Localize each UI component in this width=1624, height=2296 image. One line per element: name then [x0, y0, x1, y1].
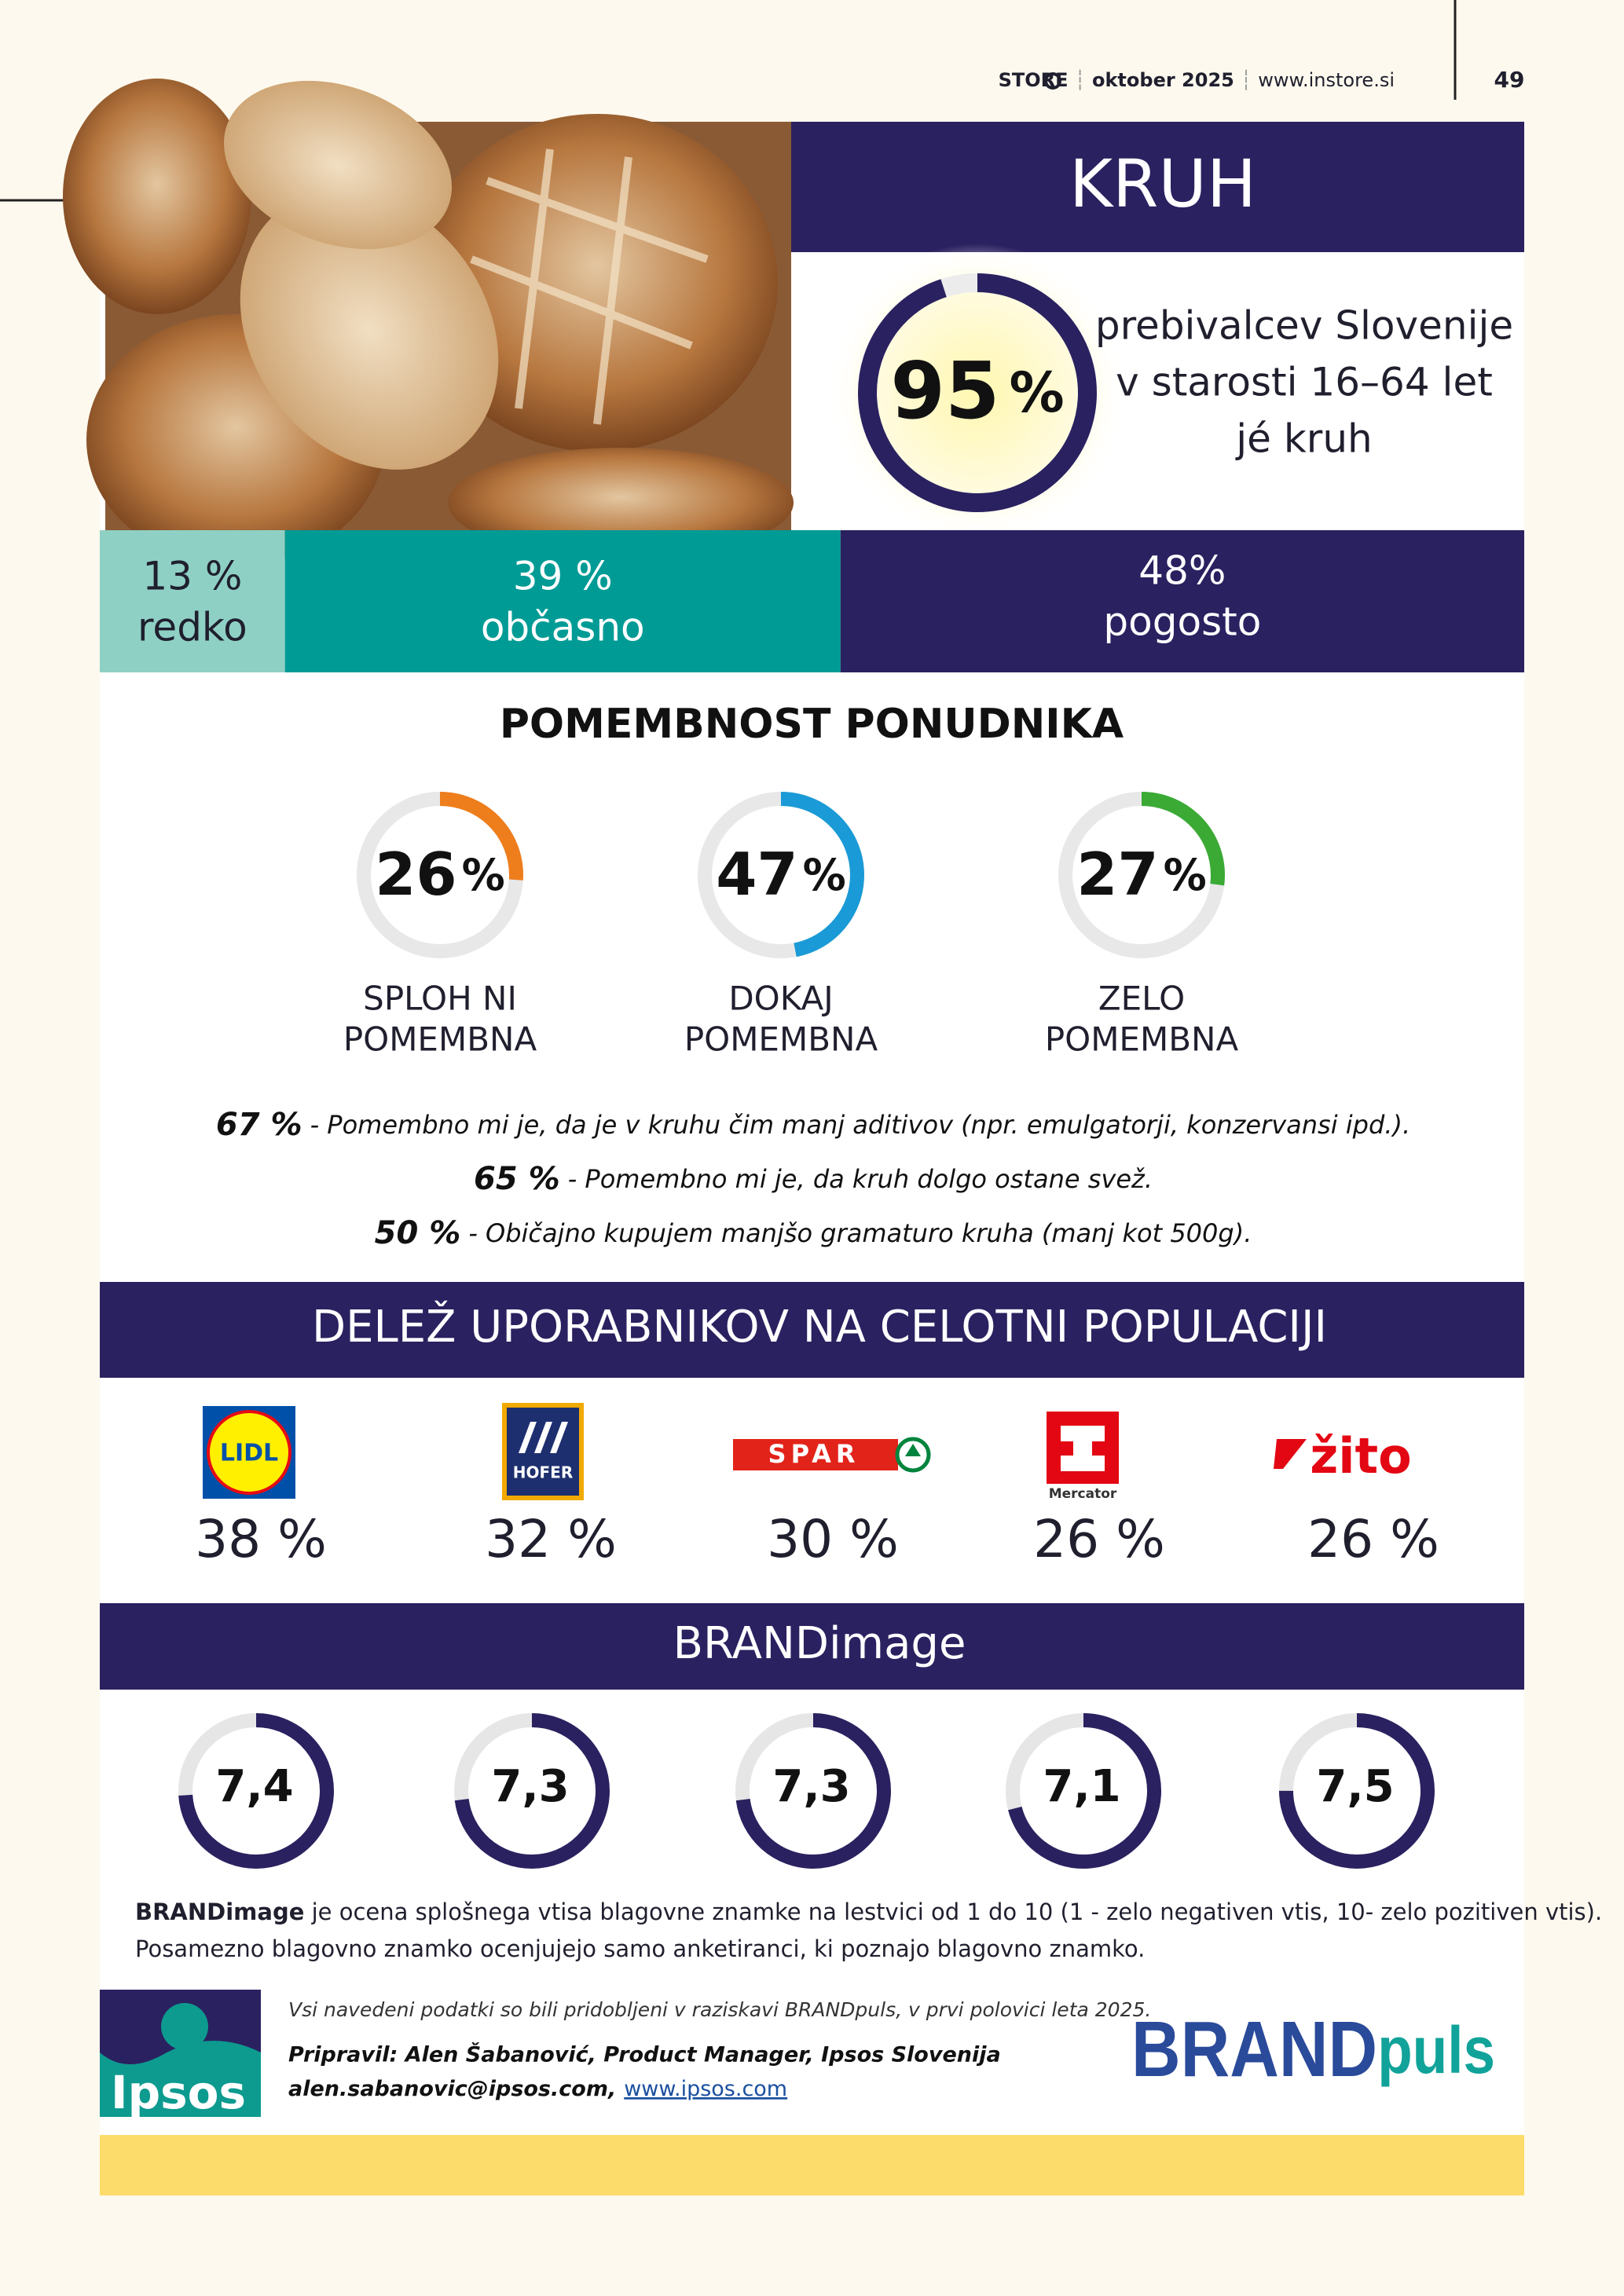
- importance-share: 47%: [716, 840, 845, 909]
- note-term: BRANDimage: [135, 1899, 304, 1925]
- importance-label: POMEMBNA: [343, 1020, 537, 1059]
- hero-description: v starosti 16–64 let: [1116, 360, 1493, 405]
- importance-share: 27%: [1076, 840, 1206, 909]
- logo-brandpuls-brand: BRAND: [1131, 2005, 1377, 2093]
- importance-donut: [357, 792, 523, 958]
- logo-spar: [733, 1437, 931, 1473]
- note: BRANDimage je ocena splošnega vtisa blag…: [135, 1899, 1602, 1925]
- hero-description: jé kruh: [1235, 416, 1372, 462]
- brand-share: 38 %: [195, 1509, 327, 1569]
- frequency-name: redko: [137, 605, 247, 650]
- hero-share: 95%: [890, 345, 1064, 437]
- statement: 65 % - Pomembno mi je, da kruh dolgo osta…: [474, 1161, 1153, 1197]
- logo-lidl-text: LIDL: [220, 1440, 278, 1467]
- brand-image-ring: [178, 1713, 334, 1869]
- note-line: Posamezno blagovno znamko ocenjujejo sam…: [135, 1935, 1145, 1962]
- hero-title: KRUH: [1069, 145, 1256, 222]
- importance-share-value: 27: [1076, 840, 1158, 909]
- importance-share-unit: %: [462, 850, 505, 900]
- source-author: Pripravil: Alen Šabanović, Product Manag…: [288, 2042, 1001, 2067]
- statement: 50 % - Običajno kupujem manjšo gramaturo …: [375, 1215, 1252, 1251]
- hero-description: prebivalcev Slovenije: [1095, 303, 1513, 349]
- brand-image-ring: [1279, 1713, 1435, 1869]
- logo-brandpuls: BRANDpuls: [1131, 2005, 1495, 2093]
- importance-donut: [698, 792, 864, 958]
- frequency-value-label: 39 %: [513, 554, 613, 599]
- logo-mercator-text: Mercator: [1049, 1486, 1117, 1502]
- logo-zito: [1274, 1439, 1307, 1469]
- frequency-segment: [284, 530, 841, 672]
- statement-share: 65 %: [474, 1161, 560, 1197]
- bread-photo: [63, 79, 794, 566]
- statement-share: 50 %: [375, 1215, 461, 1251]
- brand-share: 32 %: [485, 1509, 617, 1569]
- brand-image-band: [100, 1603, 1524, 1690]
- statement-text: - Pomembno mi je, da je v kruhu čim manj…: [310, 1110, 1411, 1140]
- hero-share-value: 95: [890, 345, 999, 437]
- importance-share-unit: %: [1164, 850, 1207, 900]
- frequency-name: pogosto: [1103, 599, 1261, 645]
- brand-image-score: 7,3: [491, 1761, 569, 1812]
- logo-mercator: [1047, 1412, 1119, 1484]
- logo-hofer: [502, 1403, 584, 1500]
- frequency-value-label: 48%: [1138, 548, 1226, 594]
- importance-label: POMEMBNA: [684, 1020, 878, 1059]
- title-band: [791, 122, 1524, 252]
- statement: 67 % - Pomembno mi je, da je v kruhu čim …: [216, 1107, 1410, 1143]
- importance-donut: [1058, 792, 1225, 958]
- brand-share: 30 %: [767, 1509, 899, 1569]
- frequency-segment: [100, 530, 285, 672]
- statement-text: - Pomembno mi je, da kruh dolgo ostane s…: [568, 1164, 1153, 1194]
- brand-image-ring: [454, 1713, 610, 1869]
- importance-share-unit: %: [803, 850, 846, 900]
- page-number: 49: [1494, 67, 1525, 93]
- frequency-value-label: 13 %: [142, 554, 242, 599]
- source-email: alen.sabanovic@ipsos.com,: [288, 2077, 616, 2101]
- logo-zito-text: žito: [1310, 1427, 1412, 1485]
- importance-label: DOKAJ: [728, 980, 833, 1018]
- source-link[interactable]: www.ipsos.com: [624, 2077, 787, 2101]
- importance-label: POMEMBNA: [1045, 1020, 1239, 1059]
- header-issue: oktober 2025: [1092, 69, 1234, 91]
- user-share-title: DELEŽ UPORABNIKOV NA CELOTNI POPULACIJI: [312, 1302, 1327, 1353]
- statement-text: - Običajno kupujem manjšo gramaturo kruh…: [468, 1218, 1252, 1248]
- logo-ipsos: [100, 1990, 261, 2117]
- source-survey: Vsi navedeni podatki so bili pridobljeni…: [288, 1998, 1151, 2021]
- source-contact: alen.sabanovic@ipsos.com, www.ipsos.com: [288, 2077, 787, 2101]
- importance-title: POMEMBNOST PONUDNIKA: [500, 701, 1124, 748]
- header-logo-icon: [1044, 72, 1061, 90]
- brand-share: 26 %: [1033, 1509, 1165, 1569]
- brand-image-score: 7,4: [215, 1761, 293, 1812]
- header-separator: ┆: [1075, 69, 1086, 91]
- brand-image-title: BRANDimage: [673, 1618, 966, 1669]
- hero-donut: [858, 273, 1097, 512]
- brand-image-score: 7,3: [772, 1761, 850, 1812]
- frequency-name: občasno: [481, 605, 645, 650]
- brand-image-ring: [1006, 1713, 1161, 1869]
- frequency-segment: [840, 530, 1524, 672]
- header-separator: ┆: [1241, 69, 1252, 91]
- brand-image-ring: [735, 1713, 891, 1869]
- importance-label: ZELO: [1098, 980, 1185, 1018]
- brand-image-score: 7,1: [1043, 1761, 1120, 1812]
- importance-share: 26%: [375, 840, 504, 909]
- logo-brandpuls-puls: puls: [1377, 2013, 1495, 2087]
- note-text: je ocena splošnega vtisa blagovne znamke…: [304, 1899, 1602, 1925]
- footer-band: [100, 2135, 1524, 2195]
- logo-hofer-text: HOFER: [513, 1463, 573, 1482]
- hero-share-unit: %: [1010, 361, 1065, 425]
- logo-spar-text: SPAR: [768, 1439, 860, 1469]
- importance-label: SPLOH NI: [363, 980, 517, 1018]
- brand-image-score: 7,5: [1316, 1761, 1394, 1812]
- brand-share: 26 %: [1307, 1509, 1439, 1569]
- importance-share-value: 47: [716, 840, 797, 909]
- importance-share-value: 26: [375, 840, 456, 909]
- logo-ipsos-text: Ipsos: [111, 2066, 246, 2119]
- logo-lidl: [203, 1406, 295, 1499]
- user-share-band: [100, 1282, 1524, 1378]
- statement-share: 67 %: [216, 1107, 302, 1143]
- header-website: www.instore.si: [1258, 69, 1395, 91]
